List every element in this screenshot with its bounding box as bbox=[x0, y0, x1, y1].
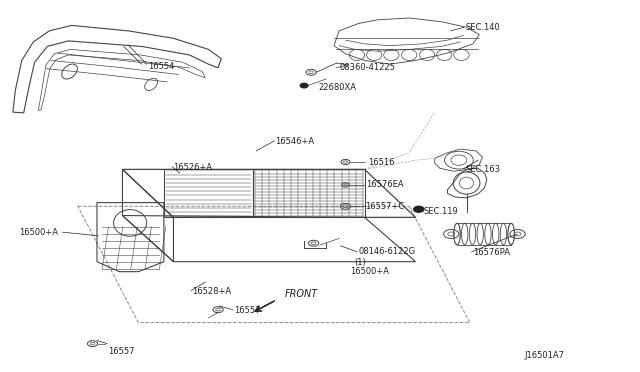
Text: 16576PA: 16576PA bbox=[473, 248, 510, 257]
Ellipse shape bbox=[508, 223, 515, 245]
Text: 16500+A: 16500+A bbox=[351, 267, 390, 276]
Circle shape bbox=[413, 206, 424, 212]
Text: 16557: 16557 bbox=[234, 306, 260, 315]
Text: SEC.140: SEC.140 bbox=[465, 23, 500, 32]
Circle shape bbox=[300, 83, 308, 88]
Text: 16516: 16516 bbox=[368, 157, 394, 167]
Text: 16576EA: 16576EA bbox=[367, 180, 404, 189]
Ellipse shape bbox=[454, 223, 460, 245]
Text: FRONT: FRONT bbox=[285, 289, 318, 299]
Text: 08360-41225: 08360-41225 bbox=[339, 63, 395, 72]
Text: SEC.119: SEC.119 bbox=[423, 206, 458, 216]
Text: 16557+C: 16557+C bbox=[365, 202, 404, 211]
Text: 22680XA: 22680XA bbox=[318, 83, 356, 92]
Text: 16526+A: 16526+A bbox=[173, 163, 212, 172]
Text: 16557: 16557 bbox=[108, 347, 135, 356]
Text: 16528+A: 16528+A bbox=[193, 287, 232, 296]
Text: 16554: 16554 bbox=[148, 61, 174, 71]
Text: 16546+A: 16546+A bbox=[275, 137, 314, 146]
Text: (1): (1) bbox=[354, 258, 365, 267]
Text: J16501A7: J16501A7 bbox=[524, 350, 564, 360]
Text: 16500+A: 16500+A bbox=[19, 228, 58, 237]
Text: 08146-6122G: 08146-6122G bbox=[358, 247, 415, 256]
Text: SEC.163: SEC.163 bbox=[465, 165, 500, 174]
